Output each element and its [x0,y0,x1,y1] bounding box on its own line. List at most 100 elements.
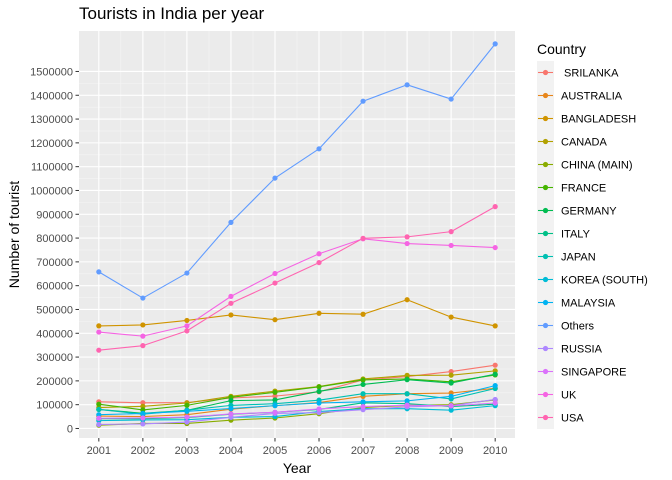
x-tick-label: 2001 [87,445,111,457]
legend-label: GERMANY [561,206,617,218]
grid-minor [79,31,515,438]
data-point [140,295,146,301]
legend-key-point [542,69,549,76]
series-line [98,43,496,299]
data-point [448,372,454,378]
data-point [272,175,278,181]
data-point [492,396,498,403]
data-point [360,381,366,388]
x-tick-label: 2005 [263,445,287,457]
data-point [184,323,190,329]
series-line [98,238,496,337]
data-point [492,204,498,210]
series-line [98,370,496,409]
legend: Country SRILANKA AUSTRALIA BANGLADESH CANAD… [537,41,648,429]
legend-label: CANADA [561,137,608,149]
data-point [96,347,102,353]
legend-label: UK [561,390,577,402]
data-point [96,329,102,335]
data-point [360,98,366,104]
data-point [96,412,102,418]
legend-key-point [542,299,549,306]
data-point [448,407,454,413]
data-point [140,410,146,417]
data-point [492,362,498,368]
data-point [404,391,410,397]
data-point [448,242,454,249]
data-point [228,219,234,225]
data-point [228,411,234,417]
legend-label: CHINA (MAIN) [561,160,633,172]
data-point [404,240,410,247]
x-axis-title: Year [283,460,312,476]
series-points [96,41,498,428]
data-point [316,146,322,152]
y-axis-title: Number of tourist [6,181,22,288]
legend-items: SRILANKA AUSTRALIA BANGLADESH CANADA CHINA (… [537,61,648,429]
data-point [316,251,322,257]
x-tick-label: 2007 [351,445,375,457]
data-point [184,414,190,420]
legend-key-point [542,414,549,421]
legend-key-point [542,345,549,352]
legend-label: SINGAPORE [561,367,626,379]
data-point [228,300,234,306]
data-point [448,229,454,235]
y-tick-label: 400000 [36,328,73,340]
data-point [316,388,322,394]
legend-key-point [542,92,549,99]
x-tick-label: 2010 [483,445,507,457]
data-point [360,399,366,405]
y-tick-label: 0 [67,423,73,435]
data-point [448,96,454,102]
data-point [492,400,498,406]
legend-key-point [542,138,549,145]
y-tick-label: 100000 [36,400,73,412]
series-line [98,299,496,327]
data-point [448,393,454,399]
y-tick-label: 700000 [36,257,73,269]
y-tick-label: 600000 [36,281,73,293]
series-line [98,374,496,411]
data-point [316,259,322,266]
data-point [228,398,234,404]
legend-label: MALAYSIA [561,298,616,310]
legend-key-point [542,184,549,191]
x-tick-label: 2008 [395,445,419,457]
y-tick-label: 1200000 [30,138,73,150]
legend-key-point [542,322,549,329]
data-point [184,328,190,334]
legend-key-point [542,230,549,237]
legend-label: AUSTRALIA [561,91,623,103]
data-point [184,402,190,408]
x-tick-label: 2002 [131,445,155,457]
data-point [316,310,322,316]
data-point [96,421,102,428]
data-point [96,401,102,407]
y-tick-label: 500000 [36,304,73,316]
x-axis: 2001 2002 2003 2004 2005 2006 2007 2008 2009 2010 [87,438,507,457]
data-point [140,333,146,339]
series-lines [98,43,496,426]
y-tick-label: 300000 [36,352,73,364]
data-point [492,323,498,329]
data-point [272,393,278,399]
x-tick-label: 2004 [219,445,243,457]
data-point [360,311,366,317]
data-point [492,41,498,47]
data-point [272,409,278,415]
data-point [316,384,322,390]
data-point [272,270,278,277]
y-tick-label: 1100000 [31,162,73,174]
data-point [448,380,454,386]
chart-title: Tourists in India per year [79,4,265,23]
legend-label: ITALY [561,229,591,241]
data-point [96,323,102,329]
y-axis: 0 100000 200000 300000 400000 500000 600000 700… [30,66,79,435]
data-point [140,343,146,349]
data-point [272,403,278,409]
x-tick-label: 2006 [307,445,331,457]
legend-label: RUSSIA [561,344,603,356]
